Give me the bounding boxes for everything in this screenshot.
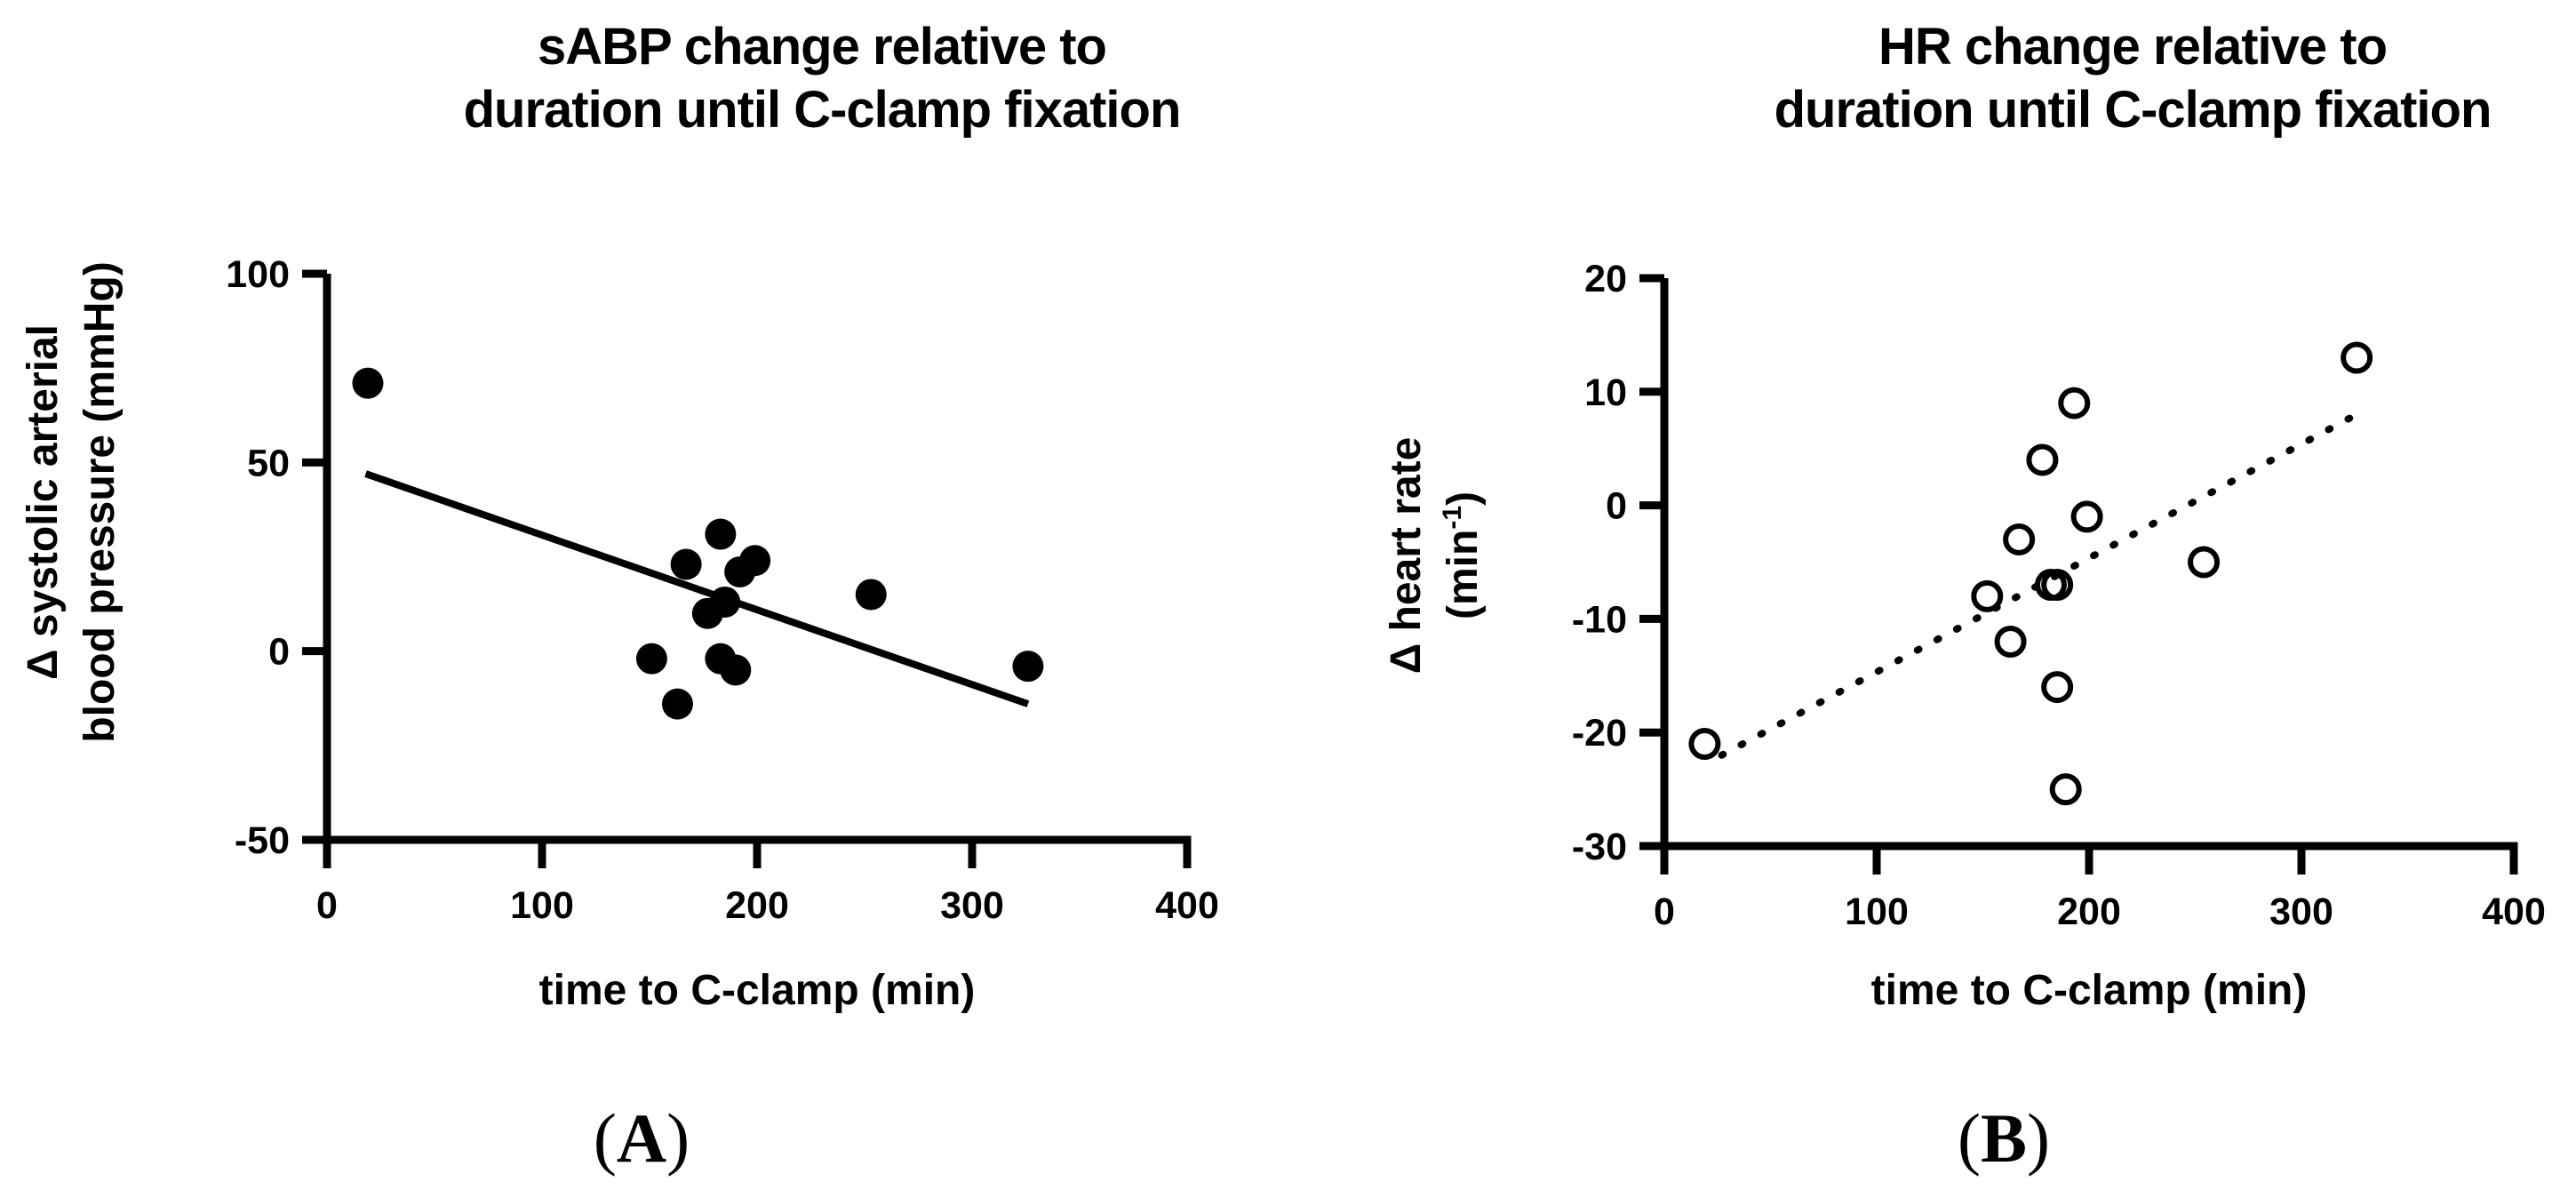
x-tick-label: 0 — [1654, 891, 1675, 933]
x-tick-label: 400 — [2482, 891, 2546, 933]
data-point — [2041, 671, 2074, 704]
y-axis-label-line: blood pressure (mmHg) — [76, 261, 124, 742]
data-point — [1994, 625, 2027, 658]
x-tick-label: 200 — [725, 884, 789, 927]
panel-label-a: (A) — [594, 1099, 690, 1177]
plot-a-y-axis-label: Δ systolic arterial blood pressure (mmHg) — [20, 261, 124, 742]
x-tick-label: 100 — [510, 884, 574, 927]
x-tick-label: 0 — [316, 884, 338, 927]
plot-a-trendline — [364, 470, 1030, 707]
data-point — [2341, 341, 2373, 374]
y-tick-label: -50 — [235, 819, 290, 862]
data-point — [2188, 546, 2221, 579]
data-point — [705, 518, 737, 550]
y-tick-label: 0 — [1606, 485, 1627, 528]
x-tick-label: 100 — [1845, 891, 1909, 933]
data-point — [2070, 500, 2103, 533]
plot-a-y-axis: 100 50 0 -50 — [226, 253, 331, 862]
plot-a-title: sABP change relative to duration until C-… — [464, 18, 1181, 139]
plot-b: HR change relative to duration until C-cl… — [1383, 18, 2546, 1014]
y-tick-label: -30 — [1572, 826, 1627, 868]
x-tick-label: 300 — [2269, 891, 2333, 933]
data-point — [2003, 523, 2036, 555]
data-point — [739, 545, 771, 577]
data-point — [709, 586, 741, 618]
data-point — [661, 688, 693, 720]
data-point — [2049, 773, 2082, 806]
plot-b-x-axis-label: time to C-clamp (min) — [1871, 967, 2308, 1014]
solid-regression-line — [364, 470, 1030, 707]
x-tick-label: 200 — [2057, 891, 2121, 933]
y-tick-label: 0 — [268, 631, 290, 674]
plot-a-x-axis: 0 100 200 300 400 — [316, 835, 1219, 927]
y-tick-label: -10 — [1572, 598, 1627, 641]
y-tick-label: 20 — [1584, 258, 1627, 300]
plot-a-x-axis-label: time to C-clamp (min) — [539, 967, 976, 1014]
data-point — [1971, 579, 2004, 612]
plot-b-x-axis: 0 100 200 300 400 — [1654, 842, 2546, 933]
superscript: -1 — [1438, 506, 1467, 530]
plot-b-y-axis-label: Δ heart rate (min-1) — [1383, 437, 1487, 675]
y-tick-label: 50 — [247, 442, 290, 484]
y-tick-label: 100 — [226, 253, 290, 296]
x-tick-label: 400 — [1155, 884, 1219, 927]
y-axis-label-line: Δ systolic arterial — [20, 324, 67, 680]
data-point — [720, 654, 752, 686]
x-tick-label: 300 — [940, 884, 1004, 927]
data-point — [855, 579, 887, 611]
data-point — [2026, 443, 2059, 476]
plot-a-points — [352, 367, 1044, 720]
y-tick-label: -20 — [1572, 712, 1627, 755]
plot-b-title: HR change relative to duration until C-cl… — [1774, 18, 2492, 139]
plot-b-points — [1688, 341, 2373, 806]
panel-label-b: (B) — [1958, 1099, 2050, 1177]
data-point — [2041, 569, 2074, 602]
y-tick-label: 10 — [1584, 371, 1627, 414]
data-point — [352, 367, 384, 399]
data-point — [1012, 651, 1044, 683]
data-point — [670, 548, 702, 580]
data-point — [2058, 387, 2091, 419]
data-point — [1688, 727, 1721, 760]
y-axis-label-line: Δ heart rate — [1383, 437, 1430, 675]
plot-a: sABP change relative to duration until C-… — [20, 18, 1219, 1014]
data-point — [635, 643, 667, 675]
plot-b-y-axis: 20 10 0 -10 -20 -30 — [1572, 258, 1669, 868]
y-axis-label-line: (min-1) — [1438, 491, 1487, 619]
